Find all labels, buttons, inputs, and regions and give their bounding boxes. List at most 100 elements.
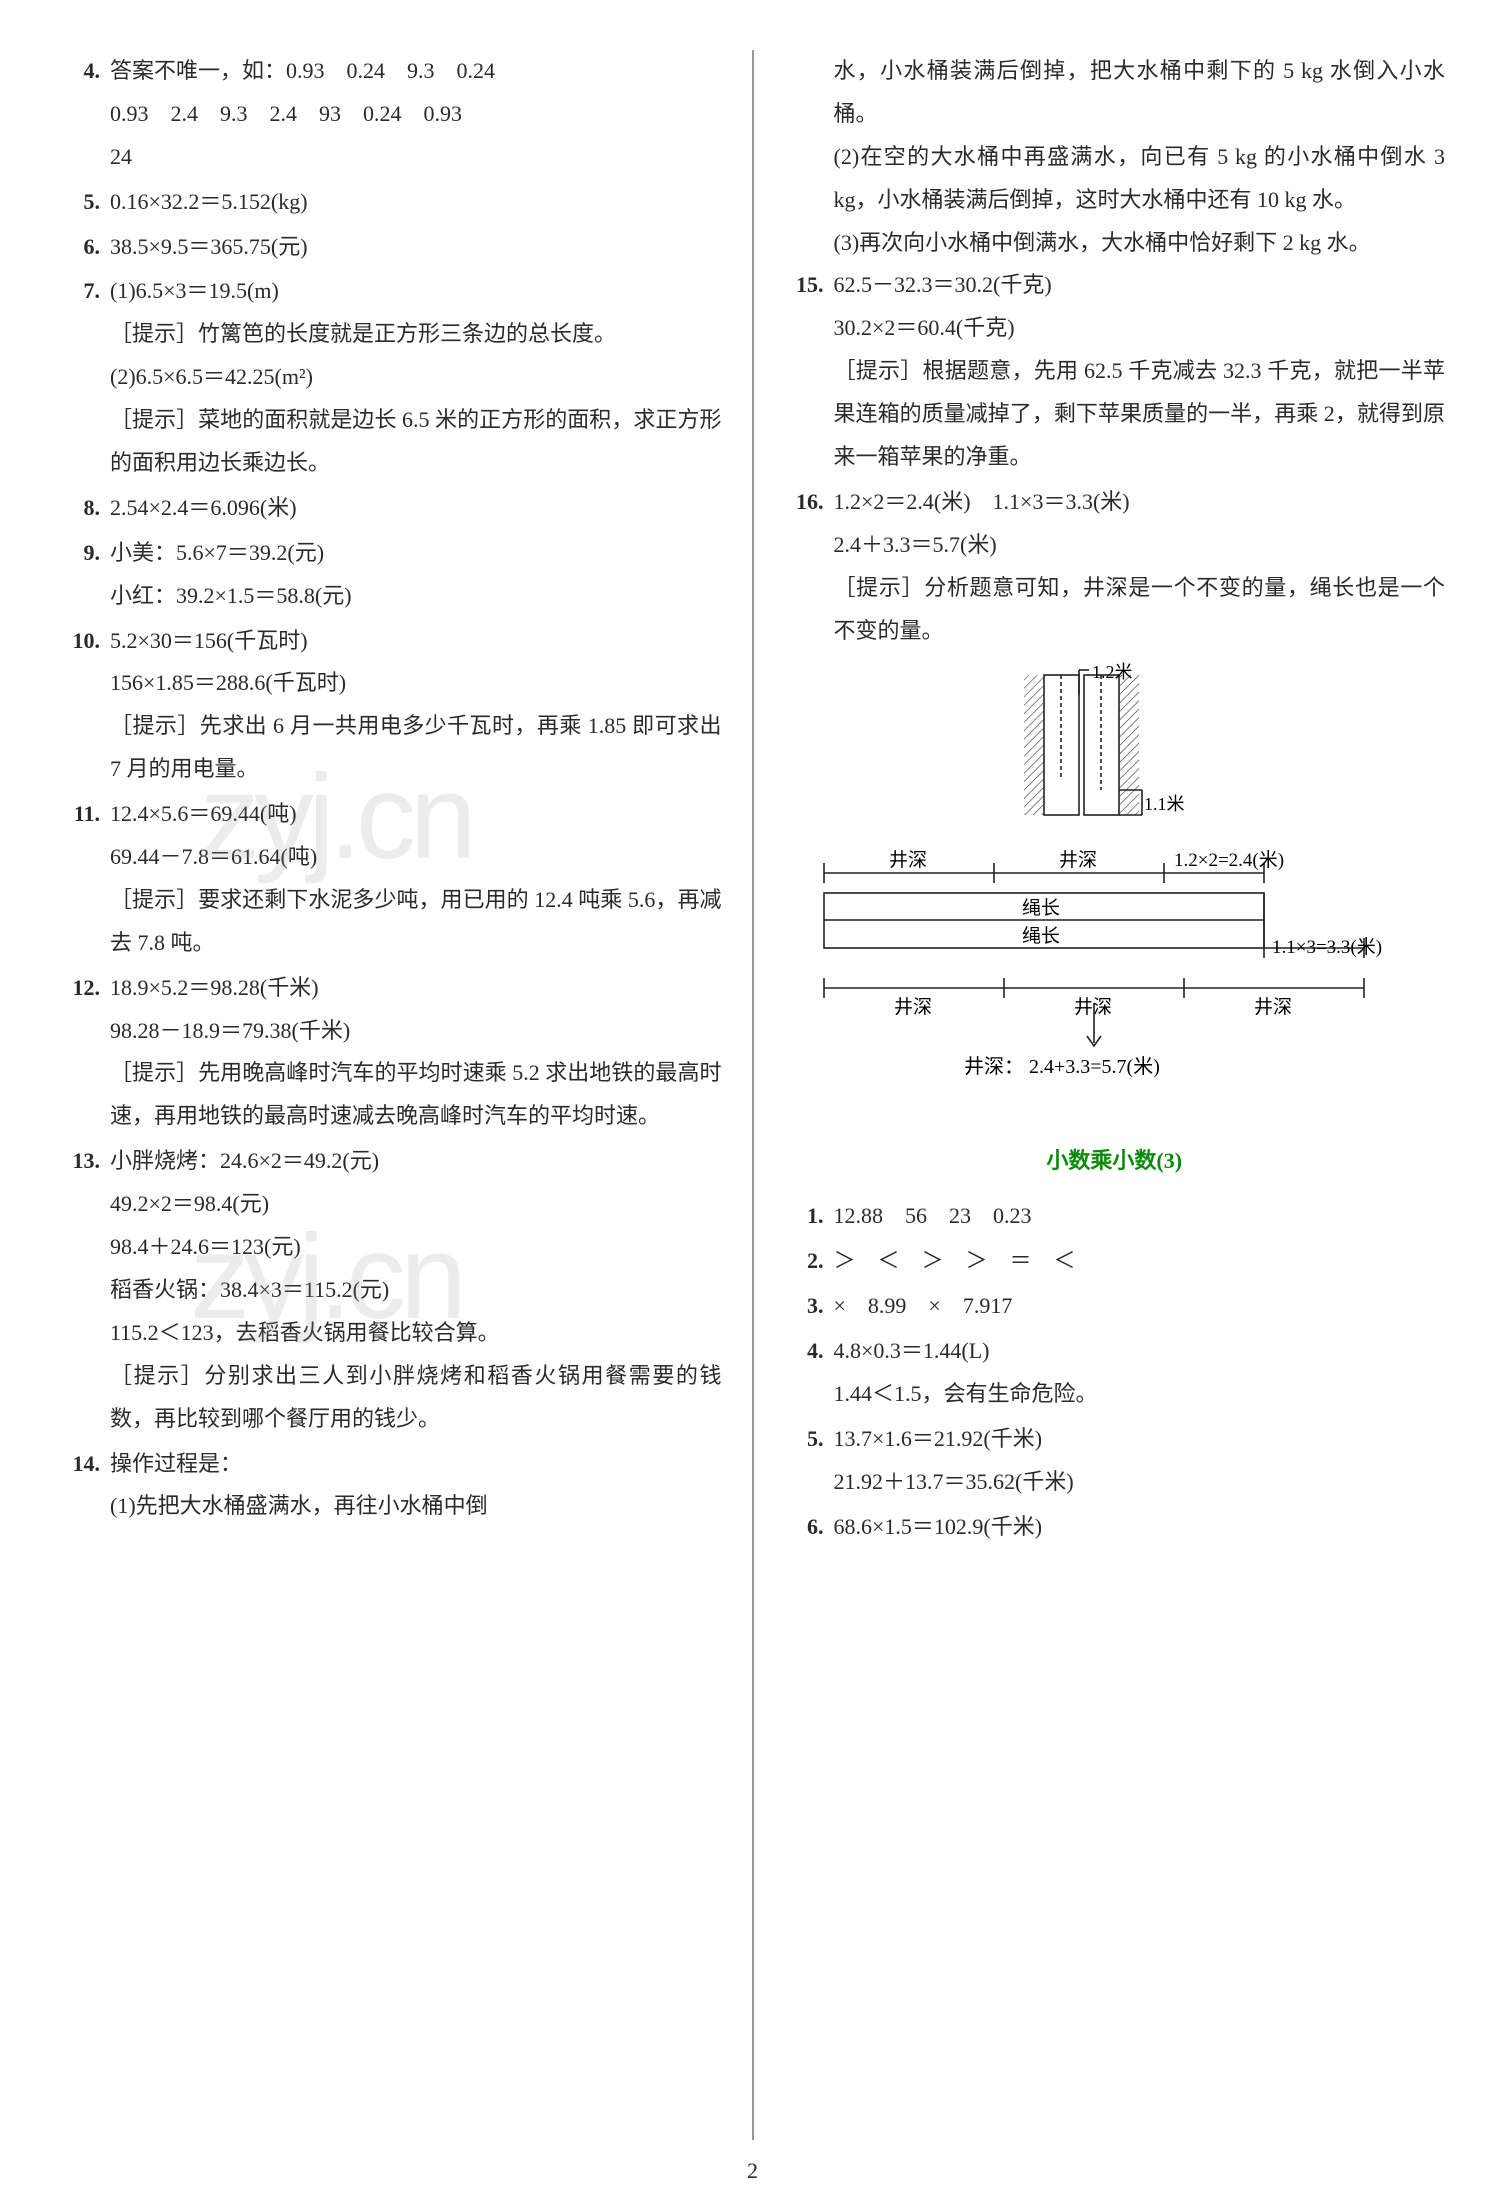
item-number: 15.: [784, 264, 834, 478]
well-diagram-vertical: 1.2米 1.1米: [784, 660, 1446, 840]
item-line: 62.5－32.3＝30.2(千克): [834, 264, 1446, 307]
item-line: ［提示］菜地的面积就是边长 6.5 米的正方形的面积，求正方形的面积用边长乘边长…: [110, 399, 722, 485]
item-line: × 8.99 × 7.917: [834, 1285, 1446, 1328]
item-line: 答案不唯一，如：0.93 0.24 9.3 0.24: [110, 50, 722, 93]
item-number: 6.: [60, 226, 110, 269]
item-body: 0.16×32.2＝5.152(kg): [110, 181, 722, 224]
item-body: ＞ ＜ ＞ ＞ ＝ ＜: [834, 1240, 1446, 1283]
item-line: 18.9×5.2＝98.28(千米): [110, 967, 722, 1010]
answer-item: 1.12.88 56 23 0.23: [784, 1195, 1446, 1238]
item-number: 9.: [60, 532, 110, 618]
item-line: (1)6.5×3＝19.5(m): [110, 270, 722, 313]
item-line: 2.54×2.4＝6.096(米): [110, 487, 722, 530]
item-number: 5.: [60, 181, 110, 224]
item-line: ［提示］要求还剩下水泥多少吨，用已用的 12.4 吨乘 5.6，再减去 7.8 …: [110, 879, 722, 965]
right-column: 水，小水桶装满后倒掉，把大水桶中剩下的 5 kg 水倒入小水桶。(2)在空的大水…: [754, 50, 1446, 2140]
two-column-layout: 4.答案不唯一，如：0.93 0.24 9.3 0.240.93 2.4 9.3…: [60, 50, 1445, 2140]
item-body: 12.4×5.6＝69.44(吨)69.44－7.8＝61.64(吨)［提示］要…: [110, 793, 722, 965]
item-number: 14.: [60, 1443, 110, 1529]
well-diagram-horizontal: 井深 井深 1.2×2=2.4(米) 绳长 绳长 1.1×3=3.3(米) 井深…: [784, 848, 1446, 1128]
answer-item: 16.1.2×2＝2.4(米) 1.1×3＝3.3(米)2.4＋3.3＝5.7(…: [784, 481, 1446, 653]
item-line: ［提示］先用晚高峰时汽车的平均时速乘 5.2 求出地铁的最高时速，再用地铁的最高…: [110, 1052, 722, 1138]
answer-item: 3.× 8.99 × 7.917: [784, 1285, 1446, 1328]
item-number: 5.: [784, 1418, 834, 1504]
item-line: 2.4＋3.3＝5.7(米): [834, 524, 1446, 567]
item-line: 21.92＋13.7＝35.62(千米): [834, 1461, 1446, 1504]
item-number: 13.: [60, 1140, 110, 1440]
item-body: 38.5×9.5＝365.75(元): [110, 226, 722, 269]
svg-text:绳长: 绳长: [1022, 925, 1060, 947]
item-line: 0.16×32.2＝5.152(kg): [110, 181, 722, 224]
item-line: 69.44－7.8＝61.64(吨): [110, 836, 722, 879]
left-column: 4.答案不唯一，如：0.93 0.24 9.3 0.240.93 2.4 9.3…: [60, 50, 752, 2140]
svg-text:井深: 井深: [1074, 996, 1112, 1018]
answer-item: 5.13.7×1.6＝21.92(千米)21.92＋13.7＝35.62(千米): [784, 1418, 1446, 1504]
item-line: (1)先把大水桶盛满水，再往小水桶中倒: [110, 1485, 722, 1528]
item-line: 12.4×5.6＝69.44(吨): [110, 793, 722, 836]
item-line: 38.5×9.5＝365.75(元): [110, 226, 722, 269]
item-number: 8.: [60, 487, 110, 530]
answer-item: 8.2.54×2.4＝6.096(米): [60, 487, 722, 530]
answer-item: 5.0.16×32.2＝5.152(kg): [60, 181, 722, 224]
answer-item: 6.68.6×1.5＝102.9(千米): [784, 1506, 1446, 1549]
item-body: 68.6×1.5＝102.9(千米): [834, 1506, 1446, 1549]
item-line: ＞ ＜ ＞ ＞ ＝ ＜: [834, 1240, 1446, 1283]
answer-item: 4.答案不唯一，如：0.93 0.24 9.3 0.240.93 2.4 9.3…: [60, 50, 722, 179]
item-line: 156×1.85＝288.6(千瓦时): [110, 662, 722, 705]
answer-item: 2.＞ ＜ ＞ ＞ ＝ ＜: [784, 1240, 1446, 1283]
item-body: 18.9×5.2＝98.28(千米)98.28－18.9＝79.38(千米)［提…: [110, 967, 722, 1139]
item-number: 16.: [784, 481, 834, 653]
item-body: 12.88 56 23 0.23: [834, 1195, 1446, 1238]
item-body: × 8.99 × 7.917: [834, 1285, 1446, 1328]
svg-text:绳长: 绳长: [1022, 897, 1060, 919]
item-line: 115.2＜123，去稻香火锅用餐比较合算。: [110, 1312, 722, 1355]
svg-text:1.2×2=2.4(米): 1.2×2=2.4(米): [1174, 849, 1284, 871]
svg-text:井深: 井深: [1254, 996, 1292, 1018]
item-number: 3.: [784, 1285, 834, 1328]
continuation-block: 水，小水桶装满后倒掉，把大水桶中剩下的 5 kg 水倒入小水桶。(2)在空的大水…: [834, 50, 1446, 264]
item-number: 4.: [60, 50, 110, 179]
item-line: 68.6×1.5＝102.9(千米): [834, 1506, 1446, 1549]
item-body: 62.5－32.3＝30.2(千克)30.2×2＝60.4(千克)［提示］根据题…: [834, 264, 1446, 478]
svg-text:1.2米: 1.2米: [1092, 662, 1133, 682]
item-number: 10.: [60, 620, 110, 792]
item-line: ［提示］先求出 6 月一共用电多少千瓦时，再乘 1.85 即可求出 7 月的用电…: [110, 705, 722, 791]
answer-item: 7.(1)6.5×3＝19.5(m)［提示］竹篱笆的长度就是正方形三条边的总长度…: [60, 270, 722, 484]
item-number: 4.: [784, 1330, 834, 1416]
svg-text:井深: 井深: [1059, 849, 1097, 871]
section-title: 小数乘小数(3): [784, 1140, 1446, 1183]
answer-item: 13.小胖烧烤：24.6×2＝49.2(元)49.2×2＝98.4(元)98.4…: [60, 1140, 722, 1440]
item-body: 操作过程是：(1)先把大水桶盛满水，再往小水桶中倒: [110, 1443, 722, 1529]
item-line: 操作过程是：: [110, 1443, 722, 1486]
item-body: 答案不唯一，如：0.93 0.24 9.3 0.240.93 2.4 9.3 2…: [110, 50, 722, 179]
answer-item: 6.38.5×9.5＝365.75(元): [60, 226, 722, 269]
item-line: 1.2×2＝2.4(米) 1.1×3＝3.3(米): [834, 481, 1446, 524]
svg-text:1.1米: 1.1米: [1144, 794, 1185, 814]
item-line: 98.4＋24.6＝123(元): [110, 1226, 722, 1269]
item-line: 0.93 2.4 9.3 2.4 93 0.24 0.93: [110, 93, 722, 136]
page-number: 2: [60, 2150, 1445, 2193]
item-line: 水，小水桶装满后倒掉，把大水桶中剩下的 5 kg 水倒入小水桶。: [834, 50, 1446, 136]
item-line: 30.2×2＝60.4(千克): [834, 307, 1446, 350]
svg-text:井深： 2.4+3.3=5.7(米): 井深： 2.4+3.3=5.7(米): [964, 1055, 1160, 1078]
item-number: 11.: [60, 793, 110, 965]
answer-item: 14.操作过程是：(1)先把大水桶盛满水，再往小水桶中倒: [60, 1443, 722, 1529]
answer-item: 4.4.8×0.3＝1.44(L)1.44＜1.5，会有生命危险。: [784, 1330, 1446, 1416]
item-number: 2.: [784, 1240, 834, 1283]
item-line: ［提示］竹篱笆的长度就是正方形三条边的总长度。: [110, 313, 722, 356]
item-line: 13.7×1.6＝21.92(千米): [834, 1418, 1446, 1461]
item-line: 49.2×2＝98.4(元): [110, 1183, 722, 1226]
answer-item: 9.小美：5.6×7＝39.2(元)小红：39.2×1.5＝58.8(元): [60, 532, 722, 618]
item-body: 13.7×1.6＝21.92(千米)21.92＋13.7＝35.62(千米): [834, 1418, 1446, 1504]
item-body: 小美：5.6×7＝39.2(元)小红：39.2×1.5＝58.8(元): [110, 532, 722, 618]
item-body: (1)6.5×3＝19.5(m)［提示］竹篱笆的长度就是正方形三条边的总长度。(…: [110, 270, 722, 484]
answer-item: 12.18.9×5.2＝98.28(千米)98.28－18.9＝79.38(千米…: [60, 967, 722, 1139]
item-number: 7.: [60, 270, 110, 484]
item-line: ［提示］根据题意，先用 62.5 千克减去 32.3 千克，就把一半苹果连箱的质…: [834, 350, 1446, 479]
item-line: 24: [110, 136, 722, 179]
item-line: (3)再次向小水桶中倒满水，大水桶中恰好剩下 2 kg 水。: [834, 222, 1446, 265]
item-line: 1.44＜1.5，会有生命危险。: [834, 1373, 1446, 1416]
item-line: 小红：39.2×1.5＝58.8(元): [110, 575, 722, 618]
item-body: 1.2×2＝2.4(米) 1.1×3＝3.3(米)2.4＋3.3＝5.7(米)［…: [834, 481, 1446, 653]
item-line: 小美：5.6×7＝39.2(元): [110, 532, 722, 575]
